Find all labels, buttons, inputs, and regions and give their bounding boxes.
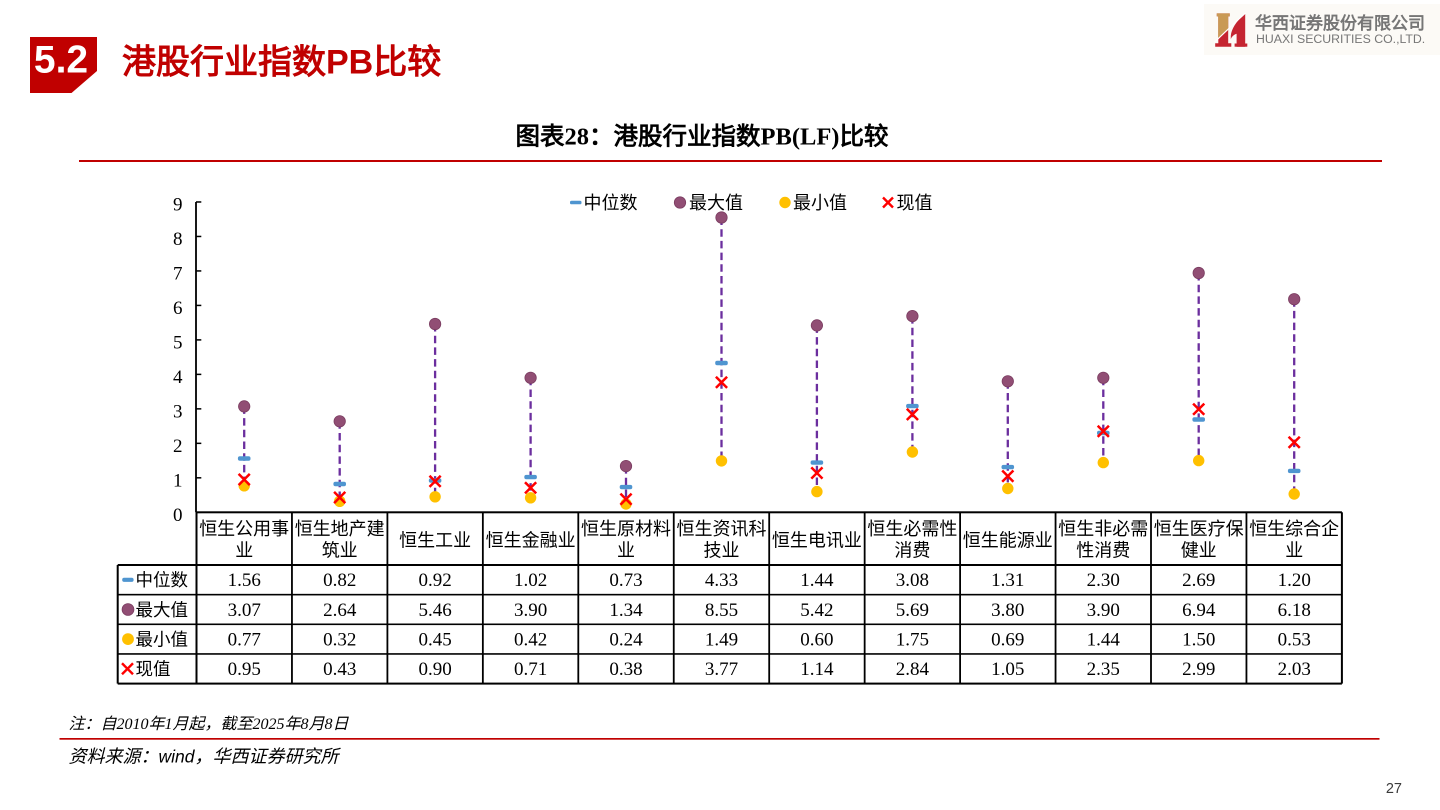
svg-text:恒生工业: 恒生工业 bbox=[399, 531, 471, 551]
svg-text:现值: 现值 bbox=[897, 193, 933, 213]
svg-text:6.94: 6.94 bbox=[1182, 600, 1216, 621]
svg-text:0.92: 0.92 bbox=[418, 570, 451, 591]
svg-text:0.53: 0.53 bbox=[1278, 629, 1311, 650]
svg-text:3.90: 3.90 bbox=[1087, 600, 1120, 621]
svg-text:5.69: 5.69 bbox=[896, 600, 929, 621]
svg-text:恒生必需性: 恒生必需性 bbox=[867, 519, 957, 539]
svg-text:2.03: 2.03 bbox=[1278, 659, 1311, 680]
svg-text:9: 9 bbox=[173, 195, 183, 216]
svg-text:恒生地产建: 恒生地产建 bbox=[295, 519, 385, 539]
svg-text:业: 业 bbox=[617, 541, 635, 561]
svg-text:恒生综合企: 恒生综合企 bbox=[1249, 519, 1339, 539]
svg-text:HUAXI SECURITIES CO.,LTD.: HUAXI SECURITIES CO.,LTD. bbox=[1256, 32, 1425, 46]
svg-text:3: 3 bbox=[173, 402, 183, 423]
svg-text:1.31: 1.31 bbox=[991, 570, 1024, 591]
svg-text:0.24: 0.24 bbox=[609, 629, 643, 650]
svg-text:0.90: 0.90 bbox=[418, 659, 451, 680]
svg-text:2.35: 2.35 bbox=[1087, 659, 1120, 680]
svg-text:3.80: 3.80 bbox=[991, 600, 1024, 621]
svg-text:2.30: 2.30 bbox=[1087, 570, 1120, 591]
svg-text:1.02: 1.02 bbox=[514, 570, 547, 591]
svg-text:0.95: 0.95 bbox=[228, 659, 261, 680]
svg-text:0.69: 0.69 bbox=[991, 629, 1024, 650]
svg-text:2.64: 2.64 bbox=[323, 600, 357, 621]
svg-text:1: 1 bbox=[173, 470, 183, 491]
svg-text:恒生公用事: 恒生公用事 bbox=[199, 519, 289, 539]
svg-text:2.99: 2.99 bbox=[1182, 659, 1215, 680]
svg-text:恒生电讯业: 恒生电讯业 bbox=[772, 531, 862, 551]
svg-text:注：自2010年1月起，截至2025年8月8日: 注：自2010年1月起，截至2025年8月8日 bbox=[69, 715, 350, 733]
svg-text:恒生能源业: 恒生能源业 bbox=[963, 531, 1053, 551]
svg-text:5.2: 5.2 bbox=[34, 39, 88, 82]
svg-text:1.44: 1.44 bbox=[800, 570, 834, 591]
svg-text:技业: 技业 bbox=[704, 541, 740, 561]
svg-text:最小值: 最小值 bbox=[136, 629, 189, 649]
svg-text:最大值: 最大值 bbox=[689, 193, 743, 213]
svg-text:消费: 消费 bbox=[894, 541, 930, 561]
svg-text:华西证券股份有限公司: 华西证券股份有限公司 bbox=[1255, 13, 1425, 33]
svg-text:最小值: 最小值 bbox=[793, 193, 847, 213]
svg-text:0.60: 0.60 bbox=[800, 629, 833, 650]
svg-text:中位数: 中位数 bbox=[584, 193, 638, 213]
svg-text:4: 4 bbox=[173, 367, 183, 388]
svg-text:0.43: 0.43 bbox=[323, 659, 356, 680]
svg-text:8: 8 bbox=[173, 229, 183, 250]
svg-text:性消费: 性消费 bbox=[1076, 541, 1130, 561]
svg-text:恒生医疗保: 恒生医疗保 bbox=[1154, 519, 1244, 539]
svg-text:资料来源：wind，华西证券研究所: 资料来源：wind，华西证券研究所 bbox=[69, 747, 342, 767]
svg-text:1.20: 1.20 bbox=[1278, 570, 1311, 591]
svg-text:6.18: 6.18 bbox=[1278, 600, 1311, 621]
svg-text:3.90: 3.90 bbox=[514, 600, 547, 621]
svg-text:健业: 健业 bbox=[1181, 541, 1217, 561]
svg-text:3.07: 3.07 bbox=[228, 600, 261, 621]
svg-text:1.34: 1.34 bbox=[609, 600, 643, 621]
svg-text:0.71: 0.71 bbox=[514, 659, 547, 680]
svg-text:恒生金融业: 恒生金融业 bbox=[486, 531, 576, 551]
svg-text:2.84: 2.84 bbox=[896, 659, 930, 680]
svg-text:0.42: 0.42 bbox=[514, 629, 547, 650]
svg-text:2.69: 2.69 bbox=[1182, 570, 1215, 591]
svg-text:27: 27 bbox=[1386, 781, 1402, 797]
svg-text:业: 业 bbox=[1285, 541, 1303, 561]
svg-text:1.14: 1.14 bbox=[800, 659, 834, 680]
svg-text:7: 7 bbox=[173, 264, 183, 285]
svg-text:恒生原材料: 恒生原材料 bbox=[581, 519, 671, 539]
svg-text:5.46: 5.46 bbox=[418, 600, 451, 621]
svg-text:现值: 现值 bbox=[136, 659, 171, 679]
svg-text:1.44: 1.44 bbox=[1087, 629, 1121, 650]
svg-text:0.38: 0.38 bbox=[609, 659, 642, 680]
svg-text:0.77: 0.77 bbox=[228, 629, 261, 650]
svg-text:业: 业 bbox=[235, 541, 253, 561]
svg-text:5.42: 5.42 bbox=[800, 600, 833, 621]
svg-text:0.82: 0.82 bbox=[323, 570, 356, 591]
svg-text:0: 0 bbox=[173, 505, 183, 526]
svg-text:3.77: 3.77 bbox=[705, 659, 738, 680]
svg-text:0.45: 0.45 bbox=[418, 629, 451, 650]
svg-text:图表28：港股行业指数PB(LF)比较: 图表28：港股行业指数PB(LF)比较 bbox=[516, 122, 889, 151]
svg-text:港股行业指数PB比较: 港股行业指数PB比较 bbox=[122, 44, 441, 82]
svg-text:中位数: 中位数 bbox=[136, 570, 189, 590]
svg-text:0.32: 0.32 bbox=[323, 629, 356, 650]
svg-text:最大值: 最大值 bbox=[136, 600, 189, 620]
svg-text:1.56: 1.56 bbox=[228, 570, 261, 591]
svg-text:1.50: 1.50 bbox=[1182, 629, 1215, 650]
svg-text:0.73: 0.73 bbox=[609, 570, 642, 591]
svg-text:3.08: 3.08 bbox=[896, 570, 929, 591]
svg-text:5: 5 bbox=[173, 333, 183, 354]
svg-text:1.75: 1.75 bbox=[896, 629, 929, 650]
svg-text:筑业: 筑业 bbox=[322, 541, 358, 561]
svg-text:8.55: 8.55 bbox=[705, 600, 738, 621]
svg-text:1.05: 1.05 bbox=[991, 659, 1024, 680]
svg-text:恒生非必需: 恒生非必需 bbox=[1058, 519, 1148, 539]
svg-text:6: 6 bbox=[173, 298, 183, 319]
svg-text:4.33: 4.33 bbox=[705, 570, 738, 591]
svg-text:2: 2 bbox=[173, 436, 183, 457]
svg-text:1.49: 1.49 bbox=[705, 629, 738, 650]
svg-text:恒生资讯科: 恒生资讯科 bbox=[677, 519, 767, 539]
